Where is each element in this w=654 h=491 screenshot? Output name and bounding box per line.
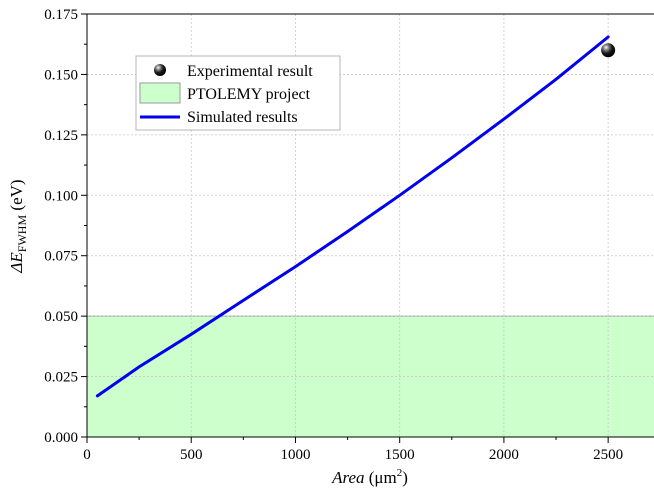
experimental-result-point <box>601 43 616 58</box>
ticks-layer: 0 500 1000 1500 2000 2500 0.000 0.025 0.050 0.075… <box>44 7 623 463</box>
x-tick-label: 500 <box>180 447 203 463</box>
y-tick-label: 0.125 <box>44 128 78 144</box>
x-tick-label: 1500 <box>385 447 415 463</box>
legend-experimental-label: Experimental result <box>187 63 313 80</box>
legend-experimental-marker <box>154 64 166 76</box>
legend-ptolemy-patch <box>139 82 181 104</box>
x-axis-title: Area (μm2) <box>331 467 408 487</box>
y-tick-label: 0.100 <box>44 188 78 204</box>
y-axis-title-sub: FWHM <box>15 215 29 253</box>
y-tick-label: 0.050 <box>44 309 78 325</box>
x-axis-title-sup: 2 <box>397 467 403 479</box>
legend-simulated-label: Simulated results <box>187 109 298 126</box>
legend-ptolemy-label: PTOLEMY project <box>187 86 311 103</box>
x-tick-label: 1000 <box>280 447 310 463</box>
x-tick-label: 0 <box>83 447 91 463</box>
legend: Experimental result PTOLEMY project Simu… <box>135 55 341 131</box>
y-tick-label: 0.150 <box>44 67 78 83</box>
series-layer <box>95 35 616 398</box>
x-tick-label: 2500 <box>593 447 623 463</box>
y-tick-label: 0.000 <box>44 430 78 446</box>
y-axis-title: ΔEFWHM (eV) <box>7 179 29 273</box>
x-axis-title-close: ) <box>402 468 408 487</box>
x-tick-label: 2000 <box>489 447 519 463</box>
y-axis-title-main: ΔE <box>7 252 26 274</box>
simulated-results-line <box>95 35 610 398</box>
grid-layer <box>87 14 654 437</box>
x-axis-title-unit: (μm <box>365 468 397 487</box>
x-axis-title-main: Area <box>331 468 364 487</box>
y-tick-label: 0.175 <box>44 7 78 23</box>
y-tick-label: 0.025 <box>44 370 78 386</box>
y-tick-label: 0.075 <box>44 249 78 265</box>
y-axis-title-unit: (eV) <box>7 179 26 214</box>
